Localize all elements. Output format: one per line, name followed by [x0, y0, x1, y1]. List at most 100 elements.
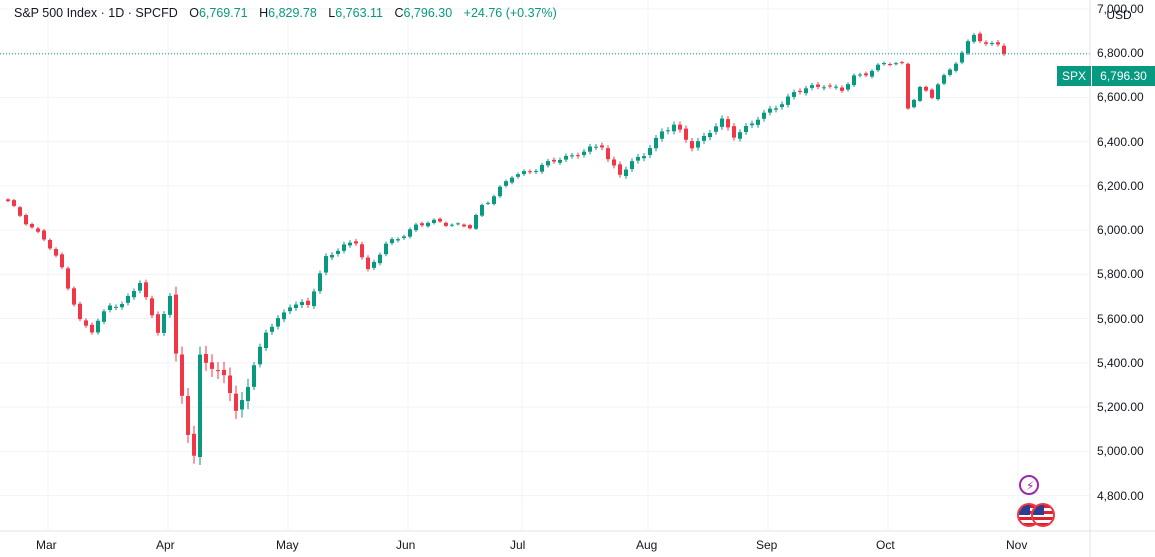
candle-body[interactable] — [912, 99, 916, 108]
candle-body[interactable] — [972, 34, 976, 42]
candle-body[interactable] — [240, 400, 244, 410]
candle-body[interactable] — [636, 156, 640, 161]
candle-body[interactable] — [750, 123, 754, 126]
candle-body[interactable] — [894, 63, 898, 65]
candle-body[interactable] — [186, 395, 190, 435]
candle-body[interactable] — [360, 244, 364, 258]
candle-body[interactable] — [582, 151, 586, 156]
candle-body[interactable] — [414, 224, 418, 231]
candle-body[interactable] — [672, 124, 676, 132]
candle-body[interactable] — [924, 86, 928, 91]
candle-body[interactable] — [162, 313, 166, 333]
candle-body[interactable] — [84, 320, 88, 326]
candle-body[interactable] — [300, 302, 304, 306]
candle-body[interactable] — [108, 305, 112, 310]
candle-body[interactable] — [516, 174, 520, 177]
candle-body[interactable] — [768, 108, 772, 113]
candle-body[interactable] — [432, 219, 436, 223]
candle-body[interactable] — [834, 86, 838, 88]
candle-body[interactable] — [252, 365, 256, 387]
candle-body[interactable] — [192, 433, 196, 456]
candle-body[interactable] — [246, 386, 250, 402]
candle-body[interactable] — [48, 240, 52, 249]
candle-body[interactable] — [522, 171, 526, 175]
candle-body[interactable] — [306, 300, 310, 305]
candle-body[interactable] — [348, 242, 352, 246]
candle-body[interactable] — [798, 90, 802, 92]
candle-body[interactable] — [630, 161, 634, 170]
candle-body[interactable] — [948, 69, 952, 75]
candle-body[interactable] — [156, 314, 160, 333]
candle-body[interactable] — [402, 236, 406, 239]
candle-body[interactable] — [138, 283, 142, 291]
candle-body[interactable] — [594, 146, 598, 148]
candle-body[interactable] — [690, 141, 694, 149]
candle-body[interactable] — [852, 75, 856, 86]
candle-body[interactable] — [120, 304, 124, 308]
candle-body[interactable] — [840, 87, 844, 91]
candle-body[interactable] — [996, 42, 1000, 45]
candle-body[interactable] — [12, 200, 16, 206]
candle-body[interactable] — [774, 108, 778, 110]
candle-body[interactable] — [792, 92, 796, 97]
candle-body[interactable] — [420, 223, 424, 226]
candle-body[interactable] — [282, 312, 286, 320]
candle-body[interactable] — [966, 41, 970, 54]
candle-body[interactable] — [654, 137, 658, 149]
candle-body[interactable] — [36, 228, 40, 232]
candle-body[interactable] — [396, 239, 400, 241]
candle-body[interactable] — [90, 324, 94, 333]
candle-body[interactable] — [264, 332, 268, 349]
candle-body[interactable] — [564, 155, 568, 160]
candle-body[interactable] — [444, 222, 448, 226]
candle-body[interactable] — [222, 369, 226, 376]
candle-body[interactable] — [684, 128, 688, 140]
candle-body[interactable] — [30, 223, 34, 228]
candle-body[interactable] — [696, 141, 700, 148]
candle-body[interactable] — [666, 130, 670, 132]
economic-events[interactable] — [1017, 503, 1057, 527]
candle-body[interactable] — [882, 63, 886, 65]
candle-body[interactable] — [816, 84, 820, 87]
candle-body[interactable] — [900, 62, 904, 64]
candle-body[interactable] — [876, 64, 880, 71]
candle-body[interactable] — [906, 63, 910, 109]
candle-body[interactable] — [888, 64, 892, 66]
candle-body[interactable] — [588, 146, 592, 152]
candle-body[interactable] — [54, 249, 58, 256]
candle-body[interactable] — [78, 303, 82, 320]
candle-body[interactable] — [336, 250, 340, 254]
candle-body[interactable] — [96, 320, 100, 333]
candle-body[interactable] — [180, 354, 184, 396]
candle-body[interactable] — [144, 282, 148, 298]
candle-body[interactable] — [312, 291, 316, 307]
candle-body[interactable] — [288, 307, 292, 312]
candle-body[interactable] — [354, 241, 358, 244]
candle-body[interactable] — [978, 33, 982, 42]
candle-body[interactable] — [870, 70, 874, 77]
candle-body[interactable] — [168, 295, 172, 315]
candle-body[interactable] — [822, 87, 826, 89]
candle-body[interactable] — [1002, 45, 1006, 54]
candle-body[interactable] — [708, 133, 712, 138]
candle-body[interactable] — [942, 75, 946, 84]
candle-body[interactable] — [492, 196, 496, 204]
candle-body[interactable] — [618, 164, 622, 175]
candle-body[interactable] — [102, 311, 106, 322]
candle-body[interactable] — [804, 88, 808, 94]
candle-body[interactable] — [648, 147, 652, 155]
candle-body[interactable] — [450, 224, 454, 226]
candle-body[interactable] — [954, 63, 958, 71]
candle-body[interactable] — [6, 199, 10, 202]
candle-body[interactable] — [438, 218, 442, 222]
candle-body[interactable] — [276, 318, 280, 327]
candle-body[interactable] — [744, 126, 748, 132]
candle-body[interactable] — [726, 119, 730, 128]
candle-body[interactable] — [216, 370, 220, 372]
candle-body[interactable] — [606, 148, 610, 160]
candle-body[interactable] — [864, 73, 868, 76]
candle-body[interactable] — [18, 207, 22, 216]
candle-body[interactable] — [456, 223, 460, 225]
candle-body[interactable] — [270, 326, 274, 332]
